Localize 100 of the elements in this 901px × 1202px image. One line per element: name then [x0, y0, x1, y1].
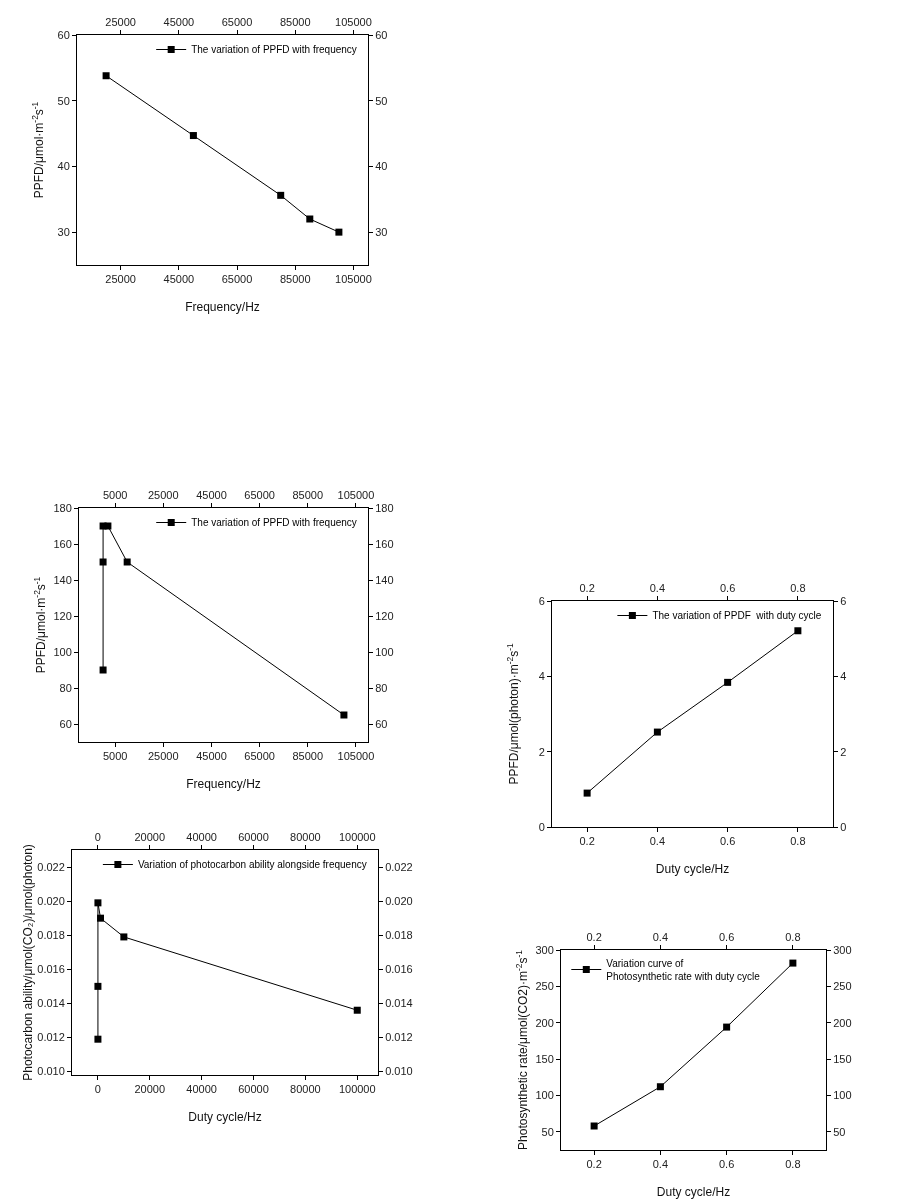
x-tick-label: 100000: [338, 830, 376, 843]
x-tick-label: 0.2: [579, 581, 595, 594]
point: [102, 72, 110, 80]
x-tick-label: 105000: [335, 15, 372, 28]
x-axis-title: Duty cycle/Hz: [188, 1110, 262, 1124]
y2-tick-label: 100: [375, 645, 394, 658]
point: [653, 728, 661, 736]
y2-tick-label: 140: [375, 573, 394, 586]
y2-tick-label: 4: [840, 670, 847, 683]
y-tick-label: 200: [535, 1016, 554, 1029]
x2-tick-label: 65000: [221, 273, 253, 286]
point: [723, 1023, 731, 1031]
x-tick-label: 5000: [102, 488, 128, 501]
y-tick-label: 150: [535, 1052, 554, 1065]
y-tick-label: 2: [538, 745, 545, 758]
x2-tick-label: 60000: [238, 1083, 269, 1096]
point: [94, 899, 102, 907]
x2-tick-label: 85000: [292, 750, 324, 763]
point: [353, 1006, 361, 1014]
legend-label: The variation of PPFD with frequency: [191, 517, 357, 529]
x-tick-label: 65000: [244, 488, 275, 501]
point: [789, 959, 797, 967]
x2-tick-label: 80000: [290, 1083, 321, 1096]
y-tick-label: 0.016: [37, 963, 65, 976]
x-tick-label: 65000: [221, 15, 253, 28]
x2-tick-label: 45000: [196, 750, 227, 763]
x-tick-label: 0.8: [785, 930, 801, 943]
x2-tick-label: 0.4: [652, 1158, 669, 1171]
legend-label: The variation of PPDF with duty cycle: [652, 610, 822, 622]
y-tick-label: 50: [541, 1125, 554, 1138]
x2-tick-label: 0.8: [785, 1158, 801, 1171]
x-tick-label: 0: [94, 830, 101, 843]
x2-tick-label: 5000: [102, 750, 128, 763]
x-tick-label: 0.4: [652, 930, 669, 943]
y2-tick-label: 6: [840, 594, 847, 607]
y-tick-label: 0.010: [37, 1065, 65, 1078]
y2-tick-label: 0.012: [385, 1031, 413, 1044]
y-tick-label: 120: [53, 609, 72, 622]
point: [123, 558, 131, 566]
y-tick-label: 160: [53, 537, 72, 550]
x-tick-label: 60000: [238, 830, 269, 843]
y-axis-title: Photocarbon ability/μmol(CO₂)/μmol(photon): [21, 844, 36, 1081]
y2-tick-label: 60: [375, 717, 388, 730]
y2-tick-label: 0.020: [385, 894, 413, 907]
y-tick-label: 180: [53, 501, 72, 514]
y-tick-label: 0: [538, 820, 545, 833]
y2-tick-label: 30: [375, 225, 388, 238]
y-tick-label: 0.020: [37, 894, 65, 907]
point: [306, 215, 314, 223]
x2-tick-label: 105000: [337, 750, 375, 763]
point: [277, 191, 285, 199]
y-tick-label: 6: [538, 594, 545, 607]
x-axis-title: Frequency/Hz: [186, 777, 261, 791]
x-axis-title: Duty cycle/Hz: [655, 862, 730, 876]
y2-tick-label: 100: [833, 1089, 852, 1102]
y2-tick-label: 80: [375, 681, 388, 694]
point: [99, 666, 107, 674]
y2-tick-label: 2: [840, 745, 847, 758]
legend-label: Variation of photocarbon ability alongside frequency: [137, 859, 367, 871]
x-tick-label: 0.2: [586, 930, 602, 943]
y2-tick-label: 0.014: [385, 997, 413, 1010]
x-axis-title: Duty cycle/Hz: [656, 1185, 731, 1199]
x2-tick-label: 0: [94, 1083, 101, 1096]
point: [189, 132, 197, 140]
y-tick-label: 40: [57, 160, 70, 173]
y2-tick-label: 50: [375, 94, 388, 107]
point: [340, 711, 348, 719]
y-tick-label: 100: [53, 645, 72, 658]
y2-tick-label: 0.010: [385, 1065, 413, 1078]
point: [99, 558, 107, 566]
x-tick-label: 85000: [279, 15, 311, 28]
y2-tick-label: 180: [375, 501, 394, 514]
y-tick-label: 60: [59, 717, 72, 730]
x2-tick-label: 65000: [244, 750, 275, 763]
x-tick-label: 0.8: [790, 581, 806, 594]
y2-tick-label: 120: [375, 609, 394, 622]
point: [94, 1035, 102, 1043]
point: [583, 789, 591, 797]
x-tick-label: 105000: [337, 488, 375, 501]
x2-tick-label: 45000: [163, 273, 195, 286]
point: [656, 1083, 664, 1091]
x2-tick-label: 100000: [338, 1083, 376, 1096]
y2-tick-label: 0.022: [385, 860, 413, 873]
x2-tick-label: 0.2: [586, 1158, 602, 1171]
point: [120, 933, 128, 941]
point: [590, 1122, 598, 1130]
y2-tick-label: 150: [833, 1052, 852, 1065]
x2-tick-label: 0.6: [718, 1158, 735, 1171]
y2-tick-label: 0.018: [385, 929, 413, 942]
point: [335, 228, 343, 236]
y-tick-label: 0.018: [37, 929, 65, 942]
y-tick-label: 0.012: [37, 1031, 65, 1044]
x-tick-label: 25000: [105, 15, 136, 28]
y-tick-label: 300: [535, 943, 554, 956]
x2-tick-label: 20000: [134, 1083, 166, 1096]
x-axis-title: Frequency/Hz: [185, 300, 260, 314]
x-tick-label: 25000: [147, 488, 179, 501]
legend-label: The variation of PPFD with frequency: [191, 44, 357, 56]
y2-tick-label: 50: [833, 1125, 846, 1138]
y2-tick-label: 200: [833, 1016, 852, 1029]
